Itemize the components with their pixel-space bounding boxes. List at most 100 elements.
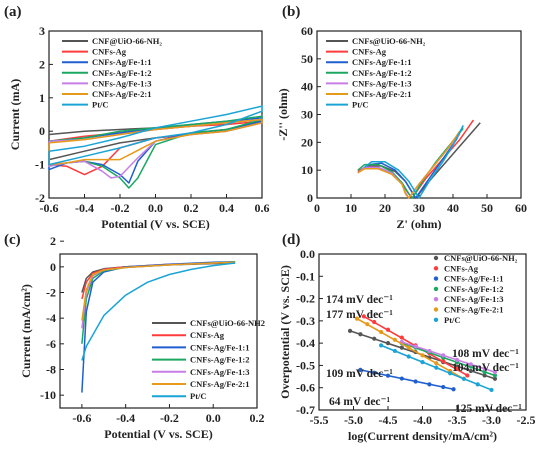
y-tick-label: 2	[39, 57, 45, 71]
legend-label: CNFs-Ag/Fe-2:1	[190, 379, 249, 389]
legend-label: CNFs-Ag/Fe-1:2	[444, 284, 503, 294]
y-tick-label: 3	[39, 24, 45, 38]
y-axis-label: -Z'' (ohm)	[276, 88, 290, 140]
x-tick-label: -0.6	[40, 201, 59, 215]
panel-c: -0.6 -0.4 -0.2 0.0 0.2 2 0 -2 -4 -6 -8 -10 Potential…	[19, 234, 265, 441]
y-tick-label: -4	[46, 311, 56, 325]
legend-label: CNFs-Ag/Fe-1:2	[92, 68, 151, 78]
y-tick-label: 0	[50, 260, 56, 274]
y-tick-label: 2	[50, 234, 56, 248]
x-tick-label: -4.0	[413, 413, 432, 427]
y-tick-label: 0.0	[300, 247, 315, 261]
panel-label-a: (a)	[4, 4, 22, 20]
x-axis-label: Z' (ohm)	[397, 217, 442, 231]
x-tick-label: 0	[314, 201, 320, 215]
x-tick-label: -5.0	[344, 413, 363, 427]
y-tick-label: -0.4	[296, 336, 315, 350]
x-tick-label: 20	[379, 201, 391, 215]
legend-label: CNFs-Ag/Fe-1:1	[92, 57, 151, 67]
series-line	[81, 261, 236, 300]
x-tick-label: 10	[345, 201, 357, 215]
series-line	[357, 127, 464, 199]
y-tick-label: 40	[301, 80, 313, 94]
legend-marker	[433, 317, 439, 322]
y-tick-label: 60	[301, 24, 313, 38]
series-line	[357, 119, 475, 199]
chart-panels: -0.6 -0.4 -0.2 0.0 0.2 0.4 0.6-2-10123Potentia…	[8, 24, 536, 443]
x-axis-label: Potential (V vs. SCE)	[104, 427, 212, 441]
slope-annotation: 174 mV dec⁻¹	[326, 294, 393, 306]
x-tick-label: 0.0	[148, 201, 163, 215]
legend-marker	[433, 276, 439, 281]
legend-marker	[433, 307, 439, 312]
x-tick-label: 0.2	[250, 411, 265, 425]
series-line	[48, 105, 263, 166]
legend-label: CNFs-Ag	[190, 330, 225, 340]
legend-label: CNFs-Ag	[352, 47, 387, 57]
y-axis-label: Current (mA/cm²)	[19, 284, 33, 378]
panel-a: -0.6 -0.4 -0.2 0.0 0.2 0.4 0.6 -2 -1 0 1 2 3 Potentia…	[8, 24, 270, 231]
panel-d: -5.5 -5.0 -4.5 -4.0 -3.5 -3.0 -2.5 0.0 -0.1 -0.2 -…	[278, 247, 536, 443]
y-tick-label: -1	[35, 158, 45, 172]
series-line	[357, 130, 461, 199]
y-tick-label: 50	[301, 52, 313, 66]
slope-annotation: 64 mV dec⁻¹	[329, 396, 390, 408]
y-tick-label: 20	[301, 135, 313, 149]
series-line	[364, 125, 464, 199]
y-tick-label: -0.2	[296, 292, 315, 306]
legend-label: CNFs-Ag/Fe-2:1	[444, 305, 503, 315]
legend-marker	[433, 297, 439, 302]
legend-label: CNFs@UiO-66-NH2	[190, 318, 265, 328]
panel-label-b: (b)	[282, 4, 300, 20]
x-tick-label: -0.6	[72, 411, 91, 425]
legend-marker	[433, 286, 439, 292]
fit-line	[360, 369, 454, 391]
legend-label: CNFs-Ag/Fe-1:3	[444, 294, 503, 304]
x-tick-label: -0.2	[111, 201, 130, 215]
fit-line	[356, 317, 465, 380]
y-tick-label: -0.1	[296, 269, 315, 283]
legend-label: CNFs-Ag/Fe-1:1	[352, 57, 411, 67]
legend-label: CNFs@UiO-66-NH₂	[352, 36, 426, 46]
x-tick-label: -0.4	[116, 411, 135, 425]
legend-label: CNFs-Ag/Fe-1:3	[92, 78, 151, 88]
legend-label: CNFs-Ag/Fe-1:1	[190, 342, 249, 352]
slope-annotation: 125 mV dec⁻¹	[455, 403, 522, 415]
x-tick-label: 60	[515, 201, 527, 215]
y-tick-label: -0.5	[296, 358, 315, 372]
fit-line	[380, 344, 492, 391]
legend-label: Pt/C	[190, 391, 207, 401]
legend-label: CNFs-Ag/Fe-1:3	[352, 78, 411, 88]
x-tick-label: -4.5	[379, 413, 398, 427]
y-tick-label: -2	[35, 191, 45, 205]
x-tick-label: -3.0	[482, 413, 501, 427]
y-tick-label: -0.6	[296, 381, 315, 395]
legend-label: CNFs-Ag/Fe-2:1	[352, 89, 411, 99]
y-axis-label: Overpotential (V vs. SCE)	[278, 265, 292, 399]
panel-label-c: (c)	[4, 232, 21, 248]
fit-line	[401, 341, 496, 373]
y-axis-label: Current (mA)	[8, 79, 22, 150]
legend-label: Pt/C	[352, 100, 369, 110]
y-tick-label: -6	[46, 337, 56, 351]
slope-annotation: 104 mV dec⁻¹	[452, 362, 519, 374]
x-axis-label: Potential (V vs. SCE)	[101, 217, 209, 231]
legend-label: CNFs-Ag/Fe-1:2	[352, 68, 411, 78]
y-tick-label: -8	[46, 363, 56, 377]
plot-frame	[59, 253, 258, 409]
slope-annotation: 109 mV dec⁻¹	[326, 368, 393, 380]
y-tick-label: -10	[40, 388, 56, 402]
x-tick-label: 0.2	[184, 201, 199, 215]
series-line	[81, 262, 236, 361]
x-tick-label: 40	[447, 201, 459, 215]
legend-label: CNFs-Ag	[444, 263, 479, 273]
plot-frame	[316, 30, 522, 199]
y-tick-label: -2	[46, 286, 56, 300]
x-tick-label: 0.4	[219, 201, 234, 215]
legend-marker	[433, 266, 439, 271]
legend-label: CNF@UiO-66-NH₂	[92, 36, 162, 46]
legend-label: CNFs-Ag/Fe-2:1	[92, 89, 151, 99]
panel-label-d: (d)	[282, 232, 300, 248]
legend-label: CNFs-Ag/Fe-1:1	[444, 274, 503, 284]
